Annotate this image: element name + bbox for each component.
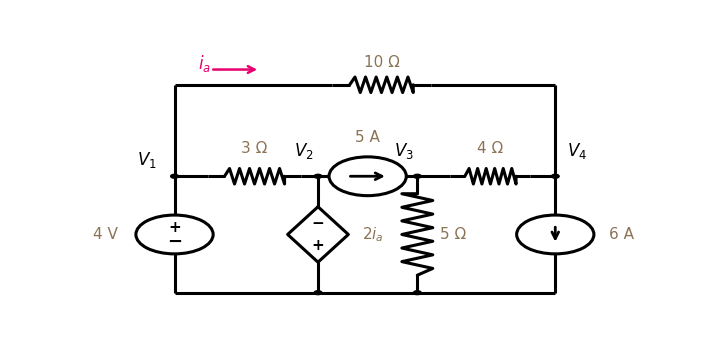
Circle shape xyxy=(414,174,422,178)
Text: $V_3$: $V_3$ xyxy=(394,141,414,161)
Circle shape xyxy=(314,174,322,178)
Text: $i_a$: $i_a$ xyxy=(199,54,211,75)
Text: 5 A: 5 A xyxy=(355,130,380,145)
Text: $V_1$: $V_1$ xyxy=(137,150,157,170)
Text: 4 Ω: 4 Ω xyxy=(477,141,503,156)
Text: $V_4$: $V_4$ xyxy=(567,141,587,161)
Text: 5 Ω: 5 Ω xyxy=(440,227,466,242)
Text: +: + xyxy=(312,238,325,253)
Circle shape xyxy=(171,174,179,178)
Text: 3 Ω: 3 Ω xyxy=(241,141,268,156)
Circle shape xyxy=(414,291,422,294)
Text: 4 V: 4 V xyxy=(93,227,118,242)
Text: −: − xyxy=(312,216,325,231)
Circle shape xyxy=(314,291,322,294)
Circle shape xyxy=(551,174,559,178)
Text: −: − xyxy=(167,233,182,251)
Text: 6 A: 6 A xyxy=(609,227,634,242)
Text: $2i_a$: $2i_a$ xyxy=(362,225,384,244)
Text: 10 Ω: 10 Ω xyxy=(364,55,399,70)
Text: +: + xyxy=(168,220,181,235)
Text: $V_2$: $V_2$ xyxy=(294,141,314,161)
